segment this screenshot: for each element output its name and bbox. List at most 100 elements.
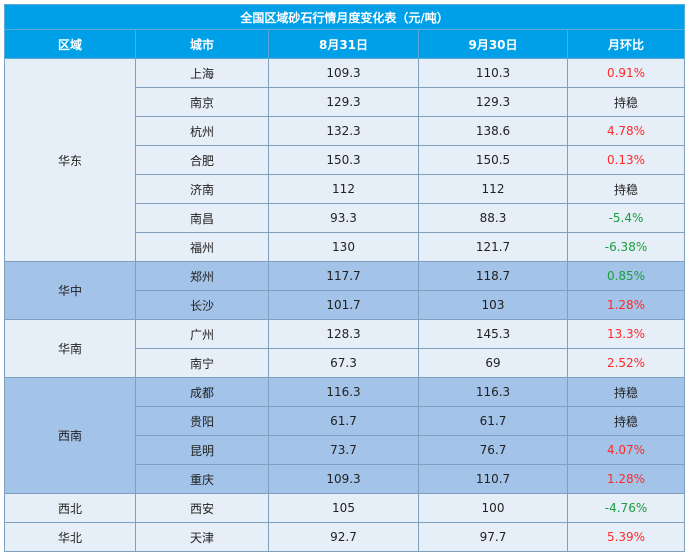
table-row: 福州 130 121.7 -6.38% [5, 232, 686, 262]
mom-value: 0.85% [566, 261, 686, 291]
title-row: 全国区域砂石行情月度变化表（元/吨） [3, 4, 686, 30]
header-city: 城市 [135, 29, 269, 59]
sep30-value: 110.3 [418, 58, 568, 88]
aug31-value: 116.3 [268, 377, 419, 407]
aug31-value: 109.3 [268, 464, 419, 494]
city-cell: 合肥 [135, 145, 269, 175]
mom-value: 4.78% [566, 116, 686, 146]
mom-value: 1.28% [566, 464, 686, 494]
city-cell: 南京 [135, 87, 269, 117]
table-row: 长沙 101.7 103 1.28% [5, 290, 686, 320]
table-row: 昆明 73.7 76.7 4.07% [5, 435, 686, 465]
aug31-value: 67.3 [268, 348, 419, 378]
city-cell: 上海 [135, 58, 269, 88]
city-cell: 广州 [135, 319, 269, 349]
table-row: 杭州 132.3 138.6 4.78% [5, 116, 686, 146]
sep30-value: 129.3 [418, 87, 568, 117]
sep30-value: 100 [418, 493, 568, 523]
sep30-value: 112 [418, 174, 568, 204]
mom-value: 持稳 [566, 406, 686, 436]
mom-value: 持稳 [566, 87, 686, 117]
aug31-value: 109.3 [268, 58, 419, 88]
table-row: 华东 上海 109.3 110.3 0.91% [4, 58, 686, 262]
mom-value: 持稳 [566, 377, 686, 407]
table-row: 合肥 150.3 150.5 0.13% [5, 145, 686, 175]
city-cell: 福州 [135, 232, 269, 262]
table-title: 全国区域砂石行情月度变化表（元/吨） [3, 4, 686, 30]
table-row: 南宁 67.3 69 2.52% [5, 348, 686, 378]
table-row: 济南 112 112 持稳 [5, 174, 686, 204]
mom-value: -5.4% [566, 203, 686, 233]
header-mom: 月环比 [566, 29, 686, 59]
sep30-value: 145.3 [418, 319, 568, 349]
aug31-value: 92.7 [268, 522, 419, 552]
mom-value: 5.39% [566, 522, 686, 552]
mom-value: -6.38% [566, 232, 686, 262]
mom-value: -4.76% [566, 493, 686, 523]
region-cell: 华北 [4, 522, 136, 552]
header-row: 区域 城市 8月31日 9月30日 月环比 [4, 29, 686, 59]
mom-value: 1.28% [566, 290, 686, 320]
city-cell: 长沙 [135, 290, 269, 320]
sep30-value: 138.6 [418, 116, 568, 146]
city-cell: 南昌 [135, 203, 269, 233]
region-cell: 华中 [4, 261, 136, 320]
table-row: 西北 西安 105 100 -4.76% [4, 493, 686, 523]
table-row: 华北 天津 92.7 97.7 5.39% [4, 522, 686, 552]
city-cell: 济南 [135, 174, 269, 204]
sep30-value: 116.3 [418, 377, 568, 407]
city-cell: 杭州 [135, 116, 269, 146]
aug31-value: 105 [268, 493, 419, 523]
aug31-value: 128.3 [268, 319, 419, 349]
aug31-value: 130 [268, 232, 419, 262]
city-cell: 天津 [135, 522, 269, 552]
city-cell: 西安 [135, 493, 269, 523]
header-aug31: 8月31日 [268, 29, 419, 59]
city-cell: 成都 [135, 377, 269, 407]
sep30-value: 150.5 [418, 145, 568, 175]
city-cell: 南宁 [135, 348, 269, 378]
table-body: 华东 上海 109.3 110.3 0.91% 南京 129.3 129.3 持稳 杭州 132.3… [4, 58, 686, 552]
aug31-value: 150.3 [268, 145, 419, 175]
mom-value: 0.91% [566, 58, 686, 88]
aug31-value: 132.3 [268, 116, 419, 146]
sep30-value: 118.7 [418, 261, 568, 291]
mom-value: 13.3% [566, 319, 686, 349]
sep30-value: 121.7 [418, 232, 568, 262]
sep30-value: 103 [418, 290, 568, 320]
aug31-value: 93.3 [268, 203, 419, 233]
region-cell: 西北 [4, 493, 136, 523]
region-cell: 华东 [4, 58, 136, 262]
sep30-value: 76.7 [418, 435, 568, 465]
table-row: 贵阳 61.7 61.7 持稳 [5, 406, 686, 436]
sep30-value: 88.3 [418, 203, 568, 233]
table-row: 华南 广州 128.3 145.3 13.3% [4, 319, 686, 378]
sep30-value: 61.7 [418, 406, 568, 436]
header-sep30: 9月30日 [418, 29, 568, 59]
mom-value: 2.52% [566, 348, 686, 378]
sep30-value: 69 [418, 348, 568, 378]
aug31-value: 73.7 [268, 435, 419, 465]
price-table: 全国区域砂石行情月度变化表（元/吨） 区域 城市 8月31日 9月30日 月环比… [3, 4, 686, 552]
region-cell: 西南 [4, 377, 136, 494]
mom-value: 持稳 [566, 174, 686, 204]
sep30-value: 97.7 [418, 522, 568, 552]
aug31-value: 112 [268, 174, 419, 204]
region-cell: 华南 [4, 319, 136, 378]
aug31-value: 101.7 [268, 290, 419, 320]
sep30-value: 110.7 [418, 464, 568, 494]
aug31-value: 61.7 [268, 406, 419, 436]
header-region: 区域 [4, 29, 136, 59]
table-row: 华中 郑州 117.7 118.7 0.85% [4, 261, 686, 320]
table-row: 西南 成都 116.3 116.3 持稳 [4, 377, 686, 494]
city-cell: 郑州 [135, 261, 269, 291]
city-cell: 重庆 [135, 464, 269, 494]
table-row: 南京 129.3 129.3 持稳 [5, 87, 686, 117]
mom-value: 0.13% [566, 145, 686, 175]
aug31-value: 117.7 [268, 261, 419, 291]
city-cell: 昆明 [135, 435, 269, 465]
aug31-value: 129.3 [268, 87, 419, 117]
mom-value: 4.07% [566, 435, 686, 465]
city-cell: 贵阳 [135, 406, 269, 436]
